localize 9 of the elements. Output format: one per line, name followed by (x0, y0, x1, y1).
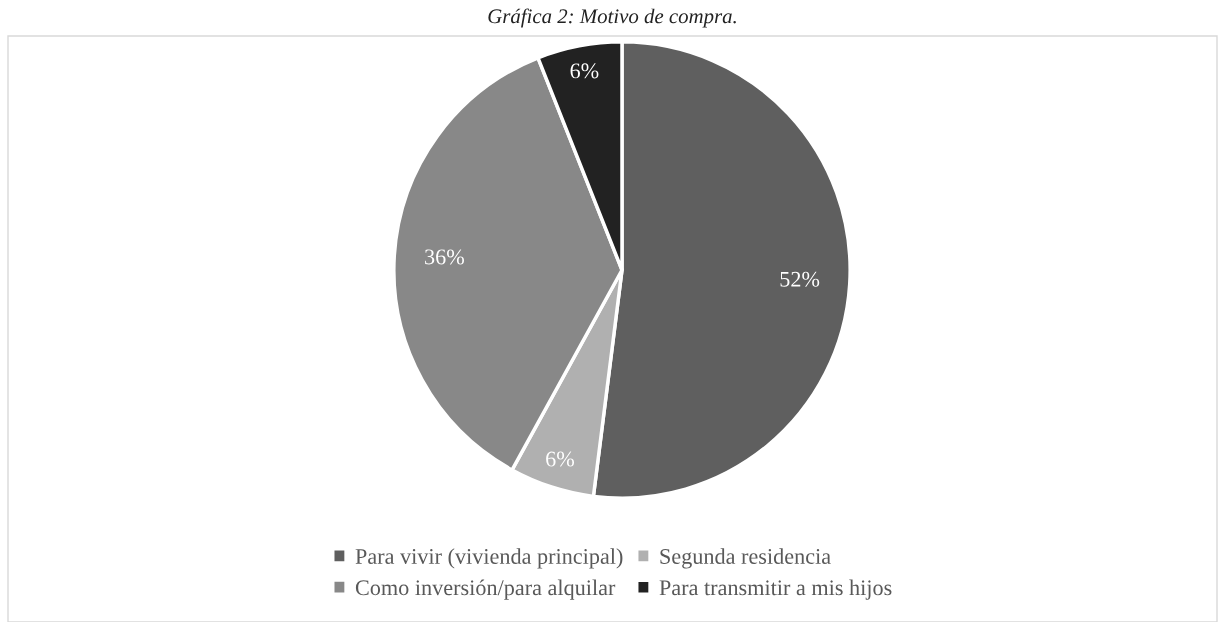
data-label: 6% (546, 451, 575, 467)
data-label: 52% (780, 271, 820, 287)
data-label: 6% (570, 63, 599, 79)
data-label: 36% (425, 249, 464, 265)
legend-label: Para vivir (vivienda principal) (355, 548, 623, 569)
legend-label: Segunda residencia (660, 548, 831, 569)
legend-label: Para transmitir a mis hijos (659, 579, 892, 600)
legend-label: Como inversión/para alquilar (355, 579, 616, 600)
chart-title: Gráfica 2: Motivo de compra. (488, 8, 736, 28)
